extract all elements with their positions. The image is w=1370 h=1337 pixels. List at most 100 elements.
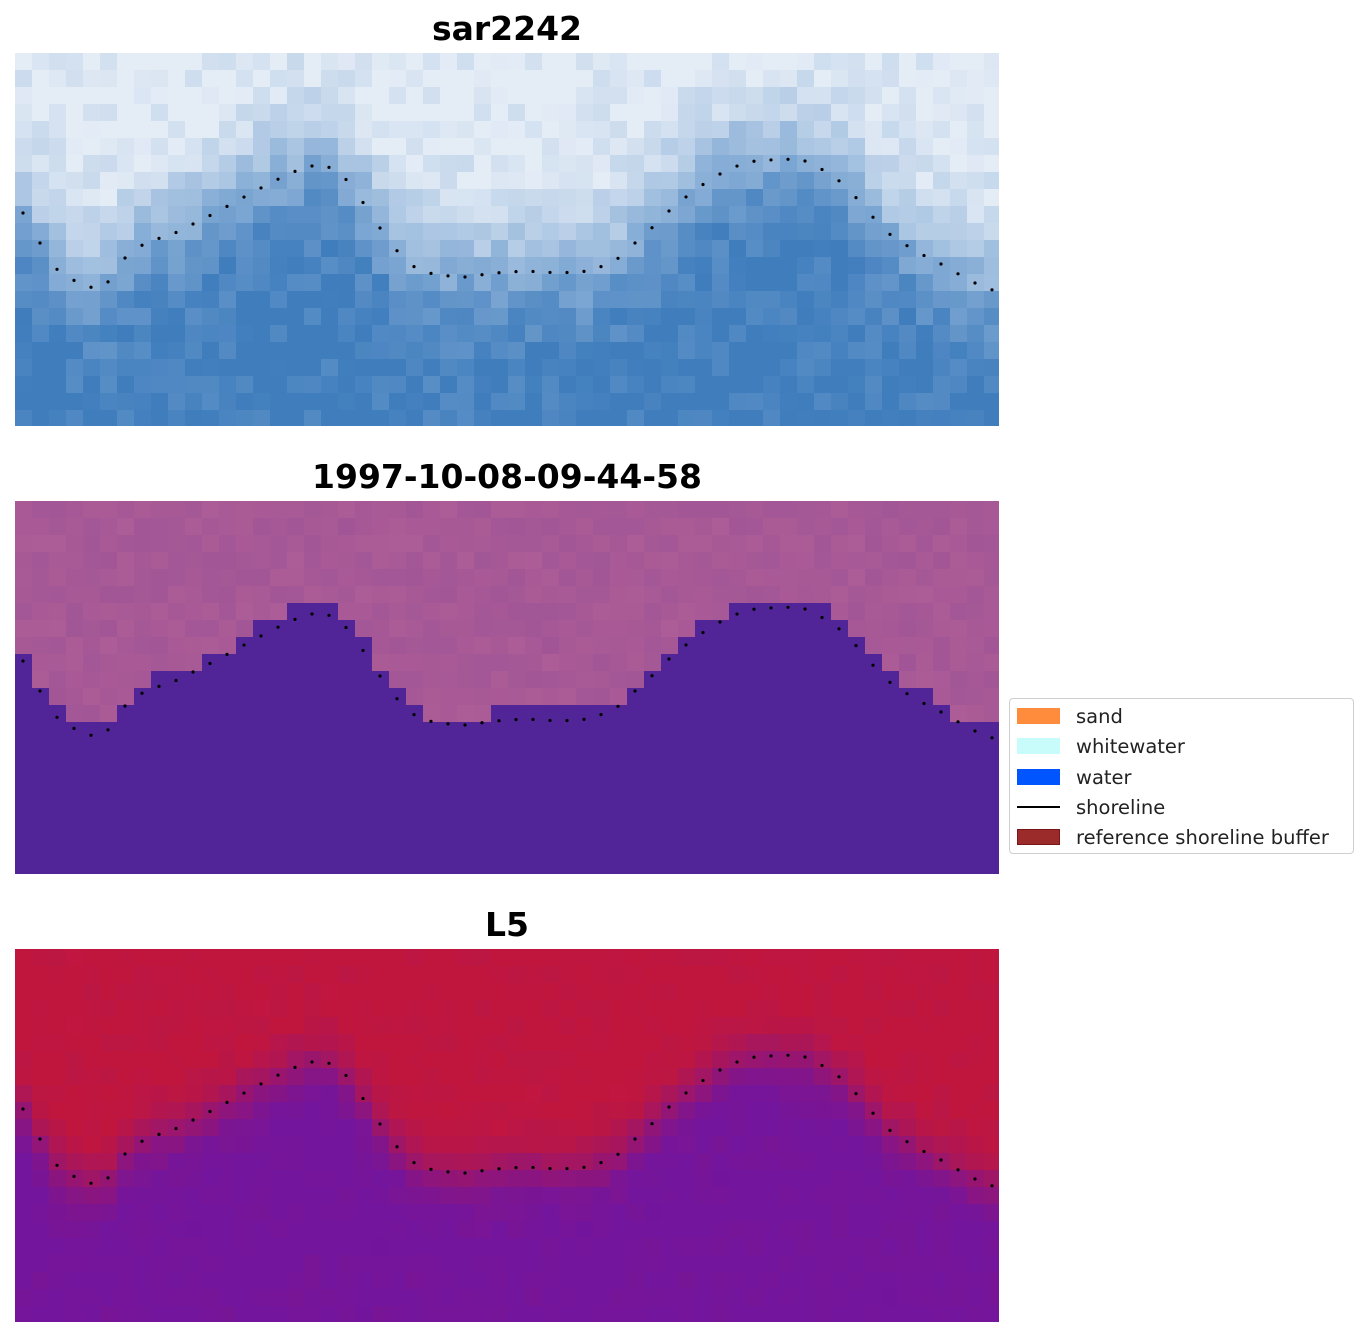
raster-pixel	[882, 654, 900, 672]
raster-pixel	[797, 535, 815, 553]
raster-pixel	[559, 790, 577, 808]
raster-pixel	[304, 654, 322, 672]
raster-pixel	[984, 501, 999, 519]
raster-pixel	[15, 1051, 33, 1069]
raster-pixel	[678, 393, 696, 411]
raster-pixel	[423, 603, 441, 621]
raster-pixel	[967, 257, 985, 275]
raster-pixel	[83, 535, 101, 553]
raster-pixel	[491, 87, 509, 105]
shoreline-dot	[276, 1073, 280, 1077]
raster-pixel	[814, 620, 832, 638]
shoreline-dot	[599, 1161, 603, 1165]
raster-pixel	[32, 535, 50, 553]
raster-pixel	[746, 410, 764, 426]
raster-pixel	[576, 359, 594, 377]
raster-pixel	[83, 966, 101, 984]
raster-pixel	[508, 1153, 526, 1171]
raster-pixel	[933, 1221, 951, 1239]
raster-pixel	[610, 1068, 628, 1086]
raster-pixel	[270, 688, 288, 706]
raster-pixel	[950, 671, 968, 689]
raster-pixel	[389, 1255, 407, 1273]
raster-pixel	[49, 393, 67, 411]
raster-pixel	[780, 240, 798, 258]
raster-pixel	[627, 393, 645, 411]
raster-pixel	[100, 790, 118, 808]
raster-pixel	[491, 569, 509, 587]
raster-pixel	[474, 790, 492, 808]
raster-pixel	[984, 223, 999, 241]
raster-pixel	[525, 773, 543, 791]
raster-pixel	[797, 807, 815, 825]
raster-pixel	[848, 410, 866, 426]
raster-pixel	[15, 1085, 33, 1103]
raster-pixel	[576, 824, 594, 842]
raster-pixel	[219, 569, 237, 587]
raster-pixel	[644, 1136, 662, 1154]
shoreline-dot	[939, 262, 943, 266]
raster-pixel	[593, 138, 611, 156]
raster-pixel	[134, 393, 152, 411]
raster-pixel	[355, 223, 373, 241]
raster-pixel	[712, 535, 730, 553]
raster-pixel	[83, 1000, 101, 1018]
raster-pixel	[49, 1085, 67, 1103]
raster-pixel	[270, 1204, 288, 1222]
raster-pixel	[236, 1153, 254, 1171]
raster-pixel	[406, 858, 424, 874]
raster-pixel	[406, 206, 424, 224]
raster-pixel	[542, 722, 560, 740]
raster-pixel	[83, 325, 101, 343]
raster-pixel	[32, 410, 50, 426]
raster-pixel	[491, 104, 509, 122]
raster-pixel	[661, 1204, 679, 1222]
raster-pixel	[848, 376, 866, 394]
raster-pixel	[950, 841, 968, 859]
raster-pixel	[797, 1204, 815, 1222]
raster-pixel	[338, 790, 356, 808]
raster-pixel	[559, 705, 577, 723]
raster-pixel	[576, 308, 594, 326]
raster-pixel	[831, 189, 849, 207]
raster-pixel	[66, 393, 84, 411]
raster-pixel	[797, 1102, 815, 1120]
raster-pixel	[338, 1255, 356, 1273]
raster-pixel	[219, 376, 237, 394]
raster-pixel	[950, 535, 968, 553]
raster-pixel	[610, 501, 628, 519]
raster-pixel	[32, 966, 50, 984]
raster-pixel	[950, 620, 968, 638]
raster-pixel	[168, 172, 186, 190]
raster-pixel	[406, 671, 424, 689]
raster-pixel	[66, 359, 84, 377]
raster-pixel	[712, 104, 730, 122]
raster-pixel	[678, 1238, 696, 1256]
raster-pixel	[32, 70, 50, 88]
raster-pixel	[151, 586, 169, 604]
raster-pixel	[151, 637, 169, 655]
raster-pixel	[202, 1272, 220, 1290]
raster-pixel	[644, 87, 662, 105]
raster-pixel	[474, 189, 492, 207]
raster-pixel	[780, 1051, 798, 1069]
raster-pixel	[236, 739, 254, 757]
raster-pixel	[389, 1068, 407, 1086]
raster-pixel	[678, 121, 696, 139]
raster-pixel	[967, 824, 985, 842]
raster-pixel	[32, 1255, 50, 1273]
raster-pixel	[933, 949, 951, 967]
raster-pixel	[66, 688, 84, 706]
raster-pixel	[83, 671, 101, 689]
raster-pixel	[712, 1119, 730, 1137]
raster-pixel	[848, 1187, 866, 1205]
raster-pixel	[780, 518, 798, 536]
raster-pixel	[304, 1255, 322, 1273]
raster-pixel	[882, 671, 900, 689]
raster-pixel	[15, 620, 33, 638]
raster-pixel	[474, 637, 492, 655]
raster-pixel	[15, 722, 33, 740]
raster-pixel	[236, 104, 254, 122]
raster-pixel	[236, 1119, 254, 1137]
raster-pixel	[763, 1187, 781, 1205]
